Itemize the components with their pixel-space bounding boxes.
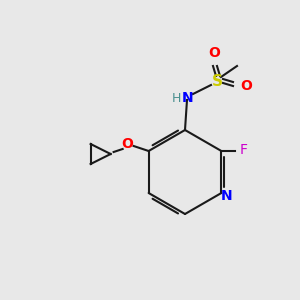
Text: F: F [239,143,247,157]
Text: O: O [208,46,220,60]
Text: S: S [212,74,223,89]
Text: N: N [220,189,232,203]
Text: O: O [240,79,252,93]
Text: H: H [171,92,181,104]
Text: N: N [182,91,194,105]
Text: O: O [122,137,134,151]
